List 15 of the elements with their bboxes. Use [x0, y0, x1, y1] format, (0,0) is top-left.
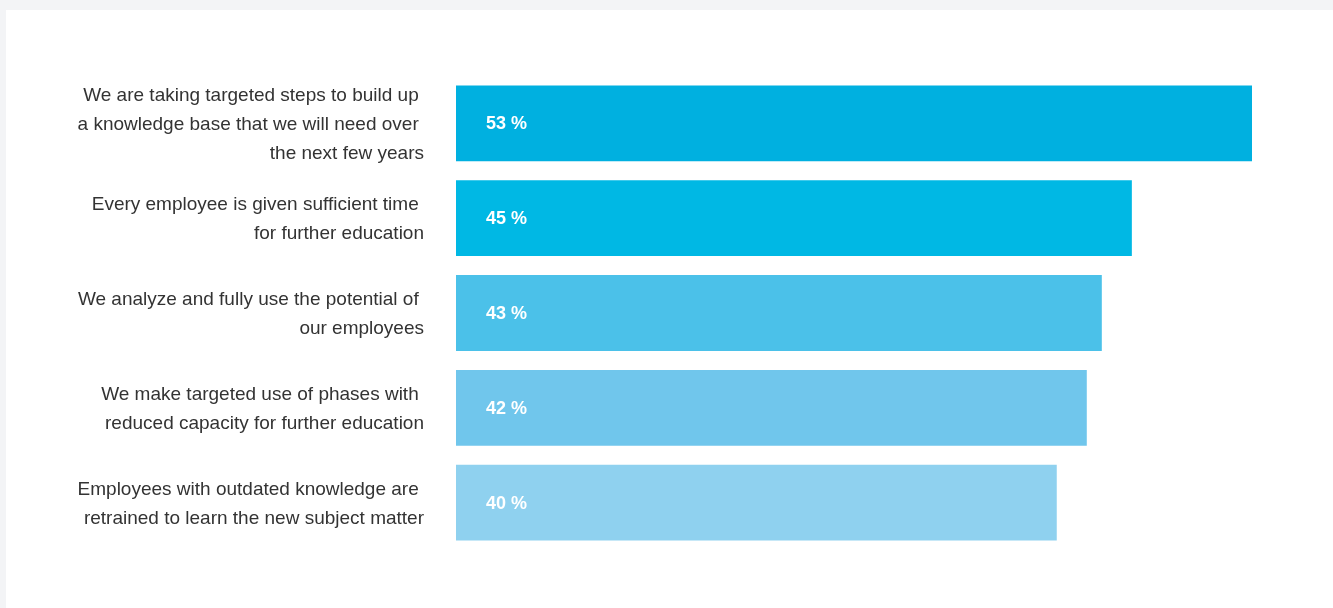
data-label: 40 % — [486, 492, 528, 513]
bar — [456, 180, 1132, 257]
bar — [456, 369, 1087, 446]
y-tick-label: Employees with outdated knowledge are retrained to learn the new subject matter — [77, 477, 425, 528]
y-tick-label: We analyze and fully use the potential of our employees — [77, 288, 424, 338]
bar — [456, 85, 1252, 162]
data-label: 53 % — [486, 113, 528, 134]
data-label: 45 % — [486, 208, 528, 229]
bar — [456, 275, 1102, 351]
y-tick-label: We are taking targeted steps to build up a knowledge base that we will need over the next few years — [77, 83, 424, 163]
data-label: 43 % — [486, 303, 528, 323]
data-label: 42 % — [486, 397, 528, 418]
y-tick-label: Every employee is given sufficient time for further education — [91, 193, 424, 244]
bar — [456, 464, 1057, 541]
y-tick-label: We make targeted use of phases with reduced capacity for further education — [101, 382, 424, 433]
